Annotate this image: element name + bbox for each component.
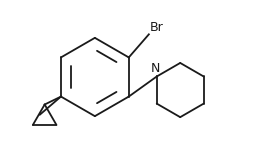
Text: Br: Br — [150, 21, 164, 34]
Text: N: N — [151, 62, 161, 75]
